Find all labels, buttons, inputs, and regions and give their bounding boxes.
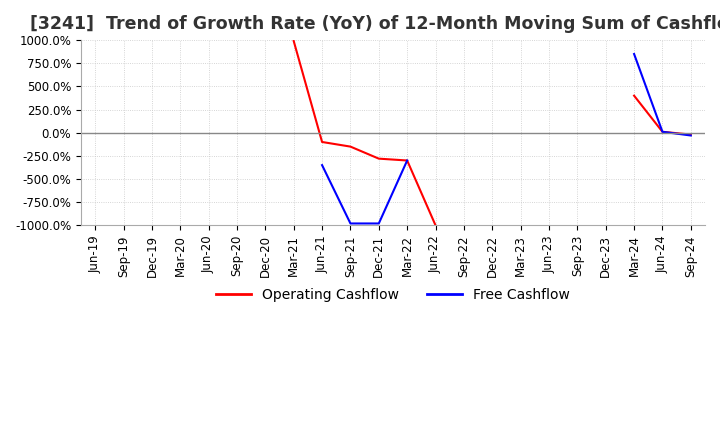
Title: [3241]  Trend of Growth Rate (YoY) of 12-Month Moving Sum of Cashflows: [3241] Trend of Growth Rate (YoY) of 12-… [30,15,720,33]
Line: Operating Cashflow: Operating Cashflow [294,41,436,225]
Legend: Operating Cashflow, Free Cashflow: Operating Cashflow, Free Cashflow [211,282,575,307]
Free Cashflow [346,221,355,226]
Line: Free Cashflow: Free Cashflow [322,161,408,224]
Free Cashflow [403,158,412,163]
Free Cashflow [374,221,383,226]
Free Cashflow [318,162,326,168]
Operating Cashflow [318,139,326,145]
Operating Cashflow [346,144,355,149]
Operating Cashflow [289,38,298,44]
Operating Cashflow [374,156,383,161]
Operating Cashflow [431,223,440,228]
Operating Cashflow [403,158,412,163]
